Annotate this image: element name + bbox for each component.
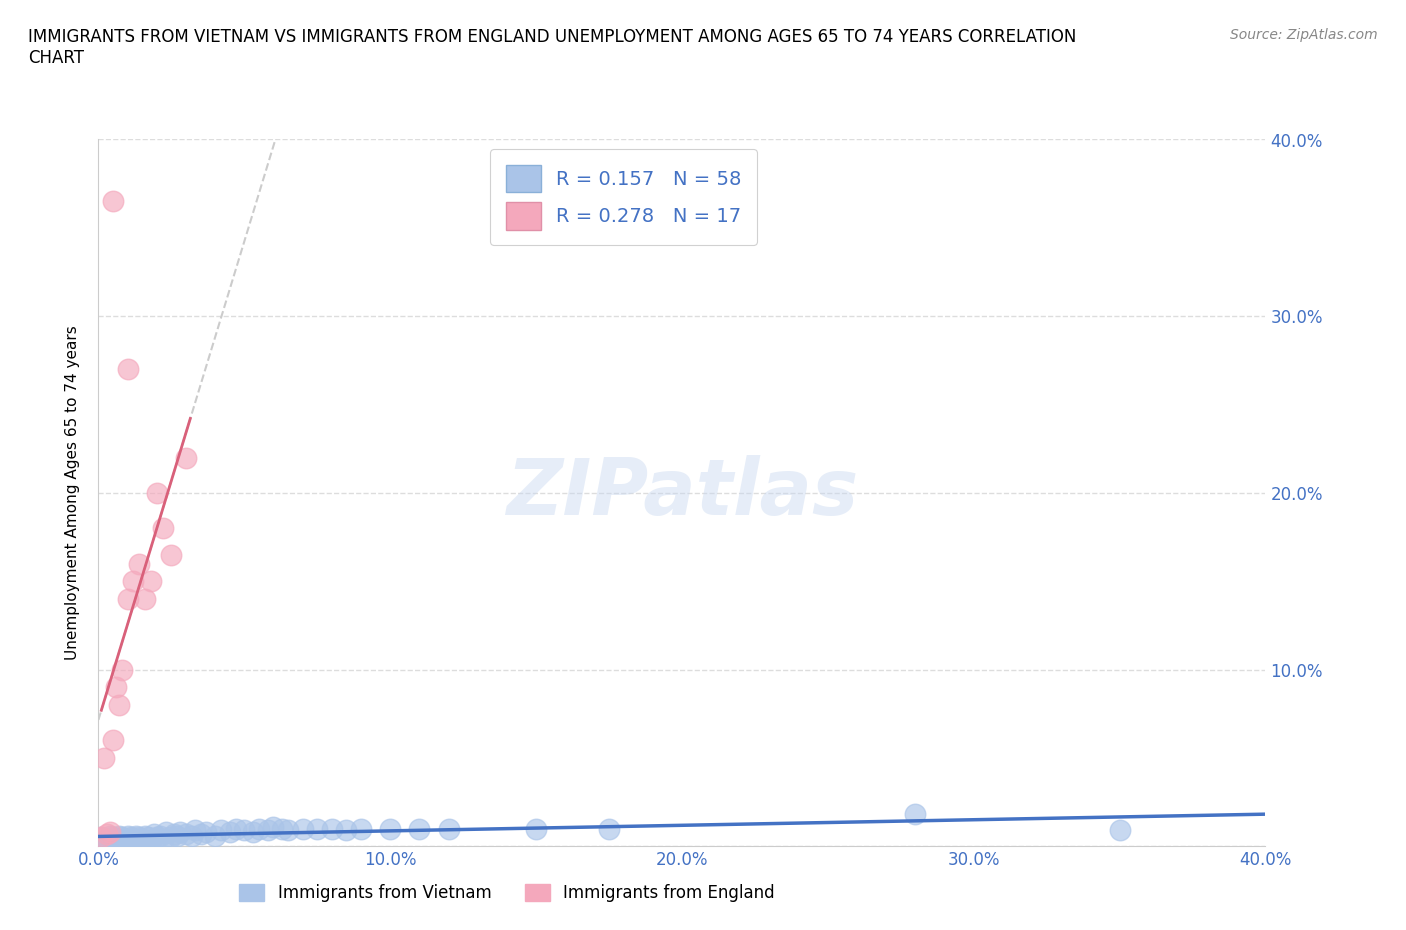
Point [256, 823, 278, 838]
Point [378, 821, 402, 836]
Point [152, 521, 174, 536]
Point [101, 833, 124, 848]
Point [149, 829, 172, 844]
Point [128, 556, 150, 571]
Point [93, 833, 115, 848]
Point [111, 830, 134, 845]
Point [152, 831, 174, 846]
Point [136, 830, 159, 845]
Text: Source: ZipAtlas.com: Source: ZipAtlas.com [1230, 28, 1378, 42]
Point [90, 830, 112, 845]
Point [174, 827, 197, 842]
Point [183, 823, 205, 838]
Point [408, 821, 430, 836]
Point [904, 807, 927, 822]
Point [131, 831, 153, 846]
Point [134, 829, 156, 844]
Point [98, 825, 121, 840]
Text: IMMIGRANTS FROM VIETNAM VS IMMIGRANTS FROM ENGLAND UNEMPLOYMENT AMONG AGES 65 TO: IMMIGRANTS FROM VIETNAM VS IMMIGRANTS FR… [28, 28, 1077, 67]
Point [160, 547, 183, 562]
Legend: Immigrants from Vietnam, Immigrants from England: Immigrants from Vietnam, Immigrants from… [232, 877, 782, 909]
Point [128, 830, 150, 845]
Point [277, 823, 299, 838]
Point [271, 821, 294, 836]
Point [335, 823, 357, 838]
Point [233, 823, 256, 838]
Point [209, 823, 232, 838]
Point [166, 829, 188, 844]
Point [204, 829, 226, 844]
Point [180, 829, 202, 844]
Point [598, 821, 620, 836]
Point [155, 825, 177, 840]
Point [90, 830, 112, 845]
Point [117, 833, 139, 848]
Point [225, 821, 247, 836]
Point [98, 829, 121, 844]
Point [104, 680, 127, 695]
Point [101, 733, 124, 748]
Point [242, 825, 264, 840]
Point [524, 821, 547, 836]
Point [307, 821, 329, 836]
Point [139, 574, 162, 589]
Point [117, 591, 139, 606]
Point [262, 819, 284, 834]
Point [120, 830, 142, 845]
Text: ZIPatlas: ZIPatlas [506, 455, 858, 531]
Point [111, 662, 134, 677]
Y-axis label: Unemployment Among Ages 65 to 74 years: Unemployment Among Ages 65 to 74 years [65, 326, 80, 660]
Point [108, 833, 131, 848]
Point [195, 825, 218, 840]
Point [96, 831, 118, 846]
Point [93, 751, 115, 765]
Point [190, 827, 212, 842]
Point [122, 574, 145, 589]
Point [96, 827, 118, 842]
Point [134, 591, 156, 606]
Point [122, 831, 145, 846]
Point [117, 362, 139, 377]
Point [174, 450, 197, 465]
Point [142, 827, 165, 842]
Point [114, 831, 136, 846]
Point [139, 833, 162, 848]
Point [160, 830, 183, 845]
Point [291, 821, 314, 836]
Point [1108, 823, 1130, 838]
Point [108, 698, 131, 712]
Point [101, 830, 124, 845]
Point [104, 831, 127, 846]
Point [437, 821, 460, 836]
Point [101, 194, 124, 209]
Point [146, 830, 169, 845]
Point [247, 821, 270, 836]
Point [321, 821, 343, 836]
Point [108, 829, 131, 844]
Point [169, 825, 191, 840]
Point [163, 827, 186, 842]
Point [218, 825, 240, 840]
Point [350, 821, 373, 836]
Point [125, 829, 148, 844]
Point [146, 485, 169, 500]
Point [117, 829, 139, 844]
